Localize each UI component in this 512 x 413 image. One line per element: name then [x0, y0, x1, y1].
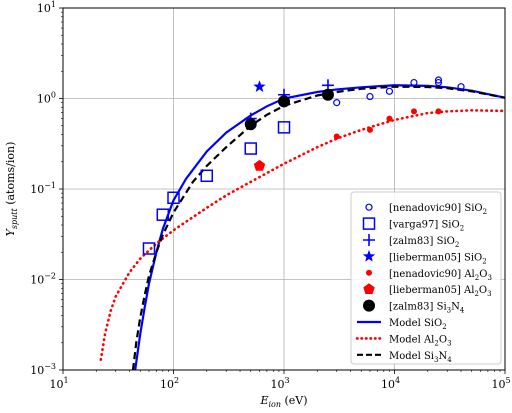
data-point-s3-0 [253, 80, 266, 92]
legend-marker-4 [366, 269, 372, 276]
legend-label-6: [zalm83] Si3N4 [389, 302, 465, 315]
legend-label-0: [nenadovic90] SiO2 [389, 203, 487, 216]
legend-label-5: [lieberman05] Al2O3 [389, 285, 492, 298]
x-tick-label: 103 [270, 376, 289, 391]
data-point-s4-2 [386, 115, 393, 122]
data-point-s4-0 [333, 133, 340, 140]
legend-label-8: Model Al2O3 [389, 334, 452, 347]
legend-marker-1 [362, 217, 376, 230]
data-point-s1-2 [167, 191, 180, 205]
axis-ticks: 101 102 103 104 105 10−3 10−2 10−1 100 101 [30, 0, 510, 391]
data-point-s6-1 [278, 95, 290, 108]
legend-label-3: [lieberman05] SiO2 [389, 252, 487, 265]
y-axis-label: Ysputt (atoms/ion) [4, 142, 19, 237]
legend-marker-3 [362, 249, 376, 262]
data-point-s5-0 [253, 159, 266, 171]
legend-marker-6 [363, 299, 375, 312]
model-curve-9 [131, 85, 505, 370]
data-point-s4-3 [410, 108, 417, 115]
data-point-s0-1 [366, 92, 374, 101]
y-tick-label: 100 [37, 91, 56, 106]
legend-marker-5 [363, 283, 375, 295]
y-tick-label: 10−2 [30, 272, 56, 287]
x-tick-label: 104 [381, 376, 400, 391]
legend-marker-0 [365, 203, 373, 211]
y-tick-label: 101 [37, 0, 56, 15]
x-axis-title: Eion (eV) [259, 394, 307, 409]
data-point-s1-4 [244, 142, 257, 155]
model-curve-8 [99, 109, 505, 361]
data-point-s0-0 [333, 99, 341, 107]
data-points [142, 76, 465, 255]
legend-label-1: [varga97] SiO2 [389, 220, 464, 233]
legend: [nenadovic90] SiO2 [varga97] SiO2 [zalm83]… [350, 191, 502, 365]
legend-label-4: [nenadovic90] Al2O3 [389, 269, 492, 282]
data-point-s1-3 [200, 169, 214, 183]
x-axis-label: Eion (eV) [259, 394, 307, 409]
data-point-s1-0 [142, 242, 156, 255]
x-tick-label: 105 [491, 376, 510, 391]
data-point-s1-1 [156, 208, 170, 221]
data-point-s0-2 [385, 87, 394, 95]
data-point-s6-2 [321, 88, 334, 101]
y-tick-label: 10−1 [30, 181, 56, 196]
legend-label-7: Model SiO2 [389, 318, 447, 331]
data-point-s0-4 [434, 76, 443, 84]
data-point-s4-4 [435, 108, 442, 115]
legend-box [350, 191, 502, 365]
x-tick-label: 102 [160, 376, 179, 391]
legend-label-2: [zalm83] SiO2 [389, 236, 459, 249]
data-point-s0-3 [410, 78, 418, 87]
data-point-s4-1 [366, 126, 373, 133]
y-axis-title: Ysputt (atoms/ion) [4, 142, 19, 237]
legend-marker-2 [363, 234, 375, 246]
y-tick-label: 10−3 [30, 362, 56, 377]
x-tick-label: 101 [49, 376, 68, 391]
data-point-s0-6 [457, 83, 465, 91]
legend-label-9: Model Si3N4 [389, 351, 452, 364]
data-point-s6-0 [244, 118, 257, 131]
data-point-s1-5 [277, 121, 291, 134]
data-point-s0-5 [434, 78, 443, 87]
